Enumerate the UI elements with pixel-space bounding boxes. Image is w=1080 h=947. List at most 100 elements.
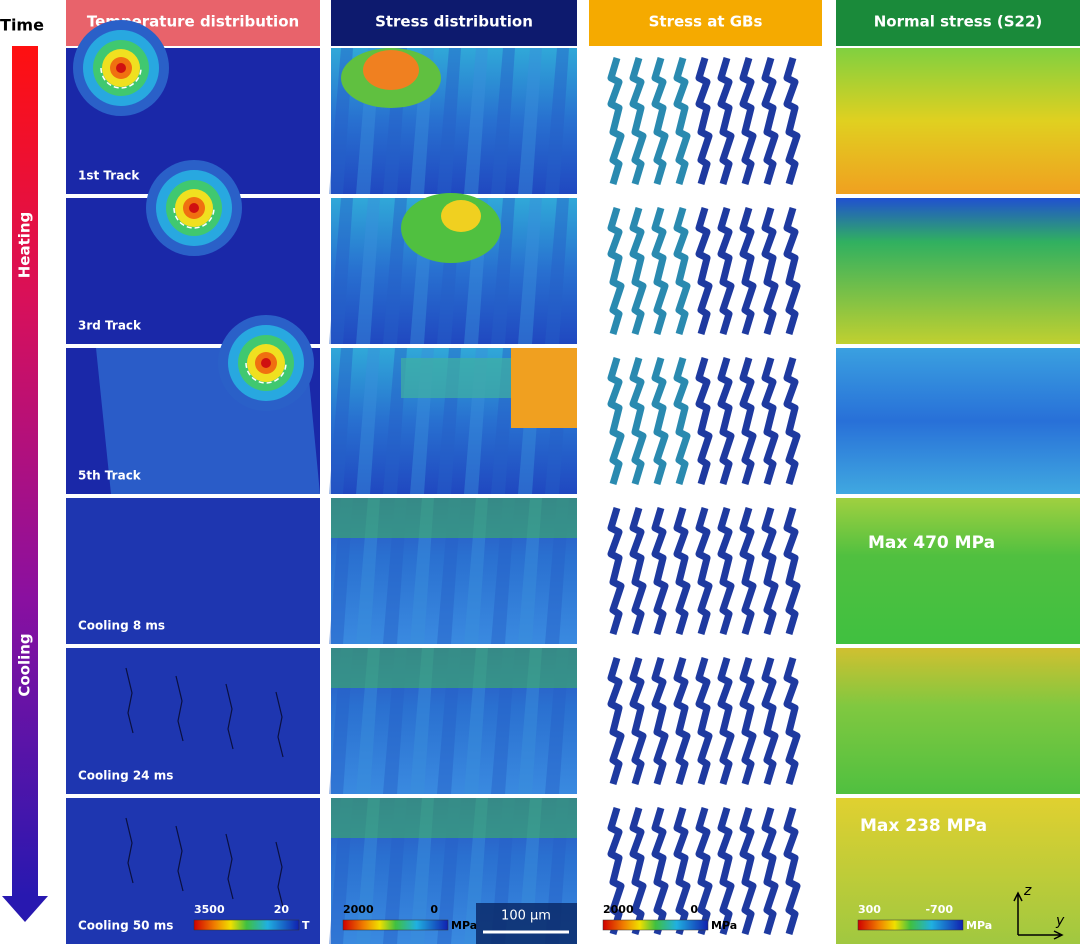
s22-map	[836, 798, 1080, 944]
column-title: Stress at GBs	[649, 13, 763, 31]
grain-boundary	[783, 806, 801, 936]
grain-boundary	[629, 356, 647, 486]
grain-boundary	[629, 806, 647, 936]
temperature-map	[66, 648, 320, 794]
grain-boundary	[673, 506, 691, 636]
column-title: Stress distribution	[375, 13, 533, 31]
max-annotation: Max 470 MPa	[868, 533, 995, 553]
s22-map	[836, 198, 1080, 344]
grain-boundary	[761, 506, 779, 636]
axis-label: y	[1055, 913, 1065, 929]
crack	[225, 683, 234, 750]
grain-boundary	[629, 56, 647, 186]
axis-arrows	[1013, 891, 1064, 940]
hot-stress	[441, 200, 481, 232]
grain-streak	[545, 198, 569, 344]
grain-streak	[356, 198, 380, 344]
column-header	[331, 0, 577, 46]
grain-boundary	[673, 56, 691, 186]
crack	[275, 691, 284, 758]
grain-boundary	[607, 356, 625, 486]
grain-boundary	[651, 806, 669, 936]
grain-boundary	[651, 506, 669, 636]
grain-boundary	[717, 356, 735, 486]
grain-boundary	[761, 656, 779, 786]
column-title: Normal stress (S22)	[874, 13, 1043, 31]
grain-boundary	[629, 206, 647, 336]
grain-boundary	[717, 56, 735, 186]
grain-boundary	[607, 656, 625, 786]
crack	[175, 675, 184, 742]
grain-boundary	[783, 56, 801, 186]
isotherm	[116, 63, 126, 73]
grain-boundary	[761, 356, 779, 486]
grain-boundary	[607, 56, 625, 186]
grain-boundary	[629, 656, 647, 786]
grain-boundary	[761, 206, 779, 336]
grain-boundary	[651, 56, 669, 186]
max-annotation: Max 238 MPa	[860, 816, 987, 836]
grain-boundary	[607, 506, 625, 636]
time-arrow	[12, 46, 38, 896]
hot-stress	[401, 358, 511, 398]
scale-bar-box	[476, 903, 577, 944]
grain-streak	[437, 48, 461, 194]
grain-streak	[383, 198, 407, 344]
column-header	[836, 0, 1080, 46]
grain-streak	[356, 348, 380, 494]
grain-boundary	[761, 56, 779, 186]
s22-map	[836, 348, 1080, 494]
top-band	[331, 798, 577, 838]
colorbar-unit: MPa	[966, 919, 992, 932]
top-band	[331, 648, 577, 688]
grain-boundary	[717, 806, 735, 936]
time-label: Time	[0, 16, 44, 35]
crack	[275, 841, 284, 908]
row-label: 5th Track	[78, 469, 142, 483]
grain-boundary	[739, 356, 757, 486]
phase-label: Cooling	[16, 633, 34, 696]
row-label: 3rd Track	[78, 319, 142, 333]
colorbar	[193, 919, 300, 931]
grain-boundary	[651, 656, 669, 786]
temperature-map	[66, 798, 320, 944]
top-band	[331, 498, 577, 538]
grain-streak	[491, 198, 515, 344]
crack	[225, 833, 234, 900]
crack	[125, 667, 134, 734]
grain-boundary	[695, 206, 713, 336]
melt-pool	[218, 315, 314, 411]
colorbar-max: 2000	[603, 903, 634, 916]
row-label: 1st Track	[78, 169, 140, 183]
grain-boundary	[739, 656, 757, 786]
isotherm	[189, 203, 199, 213]
grain-boundary	[695, 506, 713, 636]
row-label: Cooling 24 ms	[78, 769, 173, 783]
grain-streak	[518, 48, 542, 194]
grain-boundary	[673, 806, 691, 936]
grain-boundary	[717, 206, 735, 336]
grain-boundary	[695, 656, 713, 786]
colorbar-max: 3500	[194, 903, 225, 916]
crack	[125, 817, 134, 884]
grain-streak	[329, 348, 353, 494]
grain-boundary	[783, 506, 801, 636]
grain-boundary	[651, 356, 669, 486]
grain-streak	[518, 198, 542, 344]
grain-boundary	[629, 506, 647, 636]
grain-boundary	[761, 806, 779, 936]
melt-pool	[146, 160, 242, 256]
colorbar-min: 0	[690, 903, 698, 916]
s22-map	[836, 648, 1080, 794]
grain-streak	[329, 198, 353, 344]
panels: Temperature distribution Stress distribut…	[66, 0, 1080, 944]
colorbar-unit: MPa	[711, 919, 737, 932]
grain-boundary	[673, 206, 691, 336]
column-header	[589, 0, 822, 46]
colorbar-max: 300	[858, 903, 881, 916]
grain-streak	[491, 48, 515, 194]
grain-boundary	[695, 356, 713, 486]
crack	[175, 825, 184, 892]
grain-boundary	[783, 206, 801, 336]
